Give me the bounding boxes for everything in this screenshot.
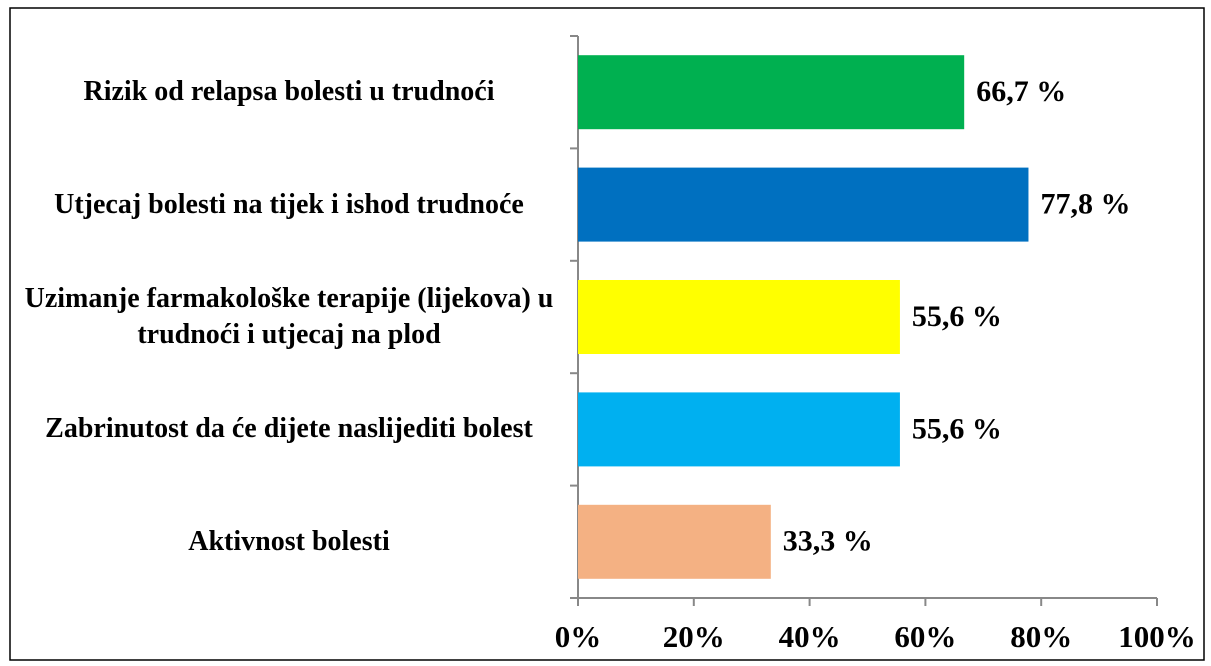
x-tick-label: 80%: [1010, 619, 1072, 654]
value-label: 66,7 %: [976, 75, 1066, 108]
category-label: Zabrinutost da će dijete naslijediti bol…: [45, 413, 533, 445]
x-tick-label: 60%: [894, 619, 956, 654]
bar: [578, 167, 1029, 242]
category-label: Aktivnost bolesti: [188, 525, 390, 557]
value-label: 55,6 %: [912, 300, 1002, 333]
bar: [578, 392, 900, 467]
value-label: 33,3 %: [783, 525, 873, 558]
bar: [578, 504, 771, 579]
x-tick-label: 100%: [1118, 619, 1196, 654]
value-label: 55,6 %: [912, 412, 1002, 445]
value-label: 77,8 %: [1040, 187, 1130, 220]
bar: [578, 280, 900, 354]
frame: [9, 7, 1205, 661]
x-tick-label: 0%: [555, 619, 602, 654]
category-label: Uzimanje farmakološke terapije (lijekova…: [24, 283, 554, 350]
bar: [578, 55, 965, 130]
category-label: Utjecaj bolesti na tijek i ishod trudnoć…: [54, 188, 524, 220]
x-tick-label: 40%: [779, 619, 841, 654]
category-label: Rizik od relapsa bolesti u trudnoći: [83, 76, 495, 108]
x-tick-label: 20%: [663, 619, 725, 654]
